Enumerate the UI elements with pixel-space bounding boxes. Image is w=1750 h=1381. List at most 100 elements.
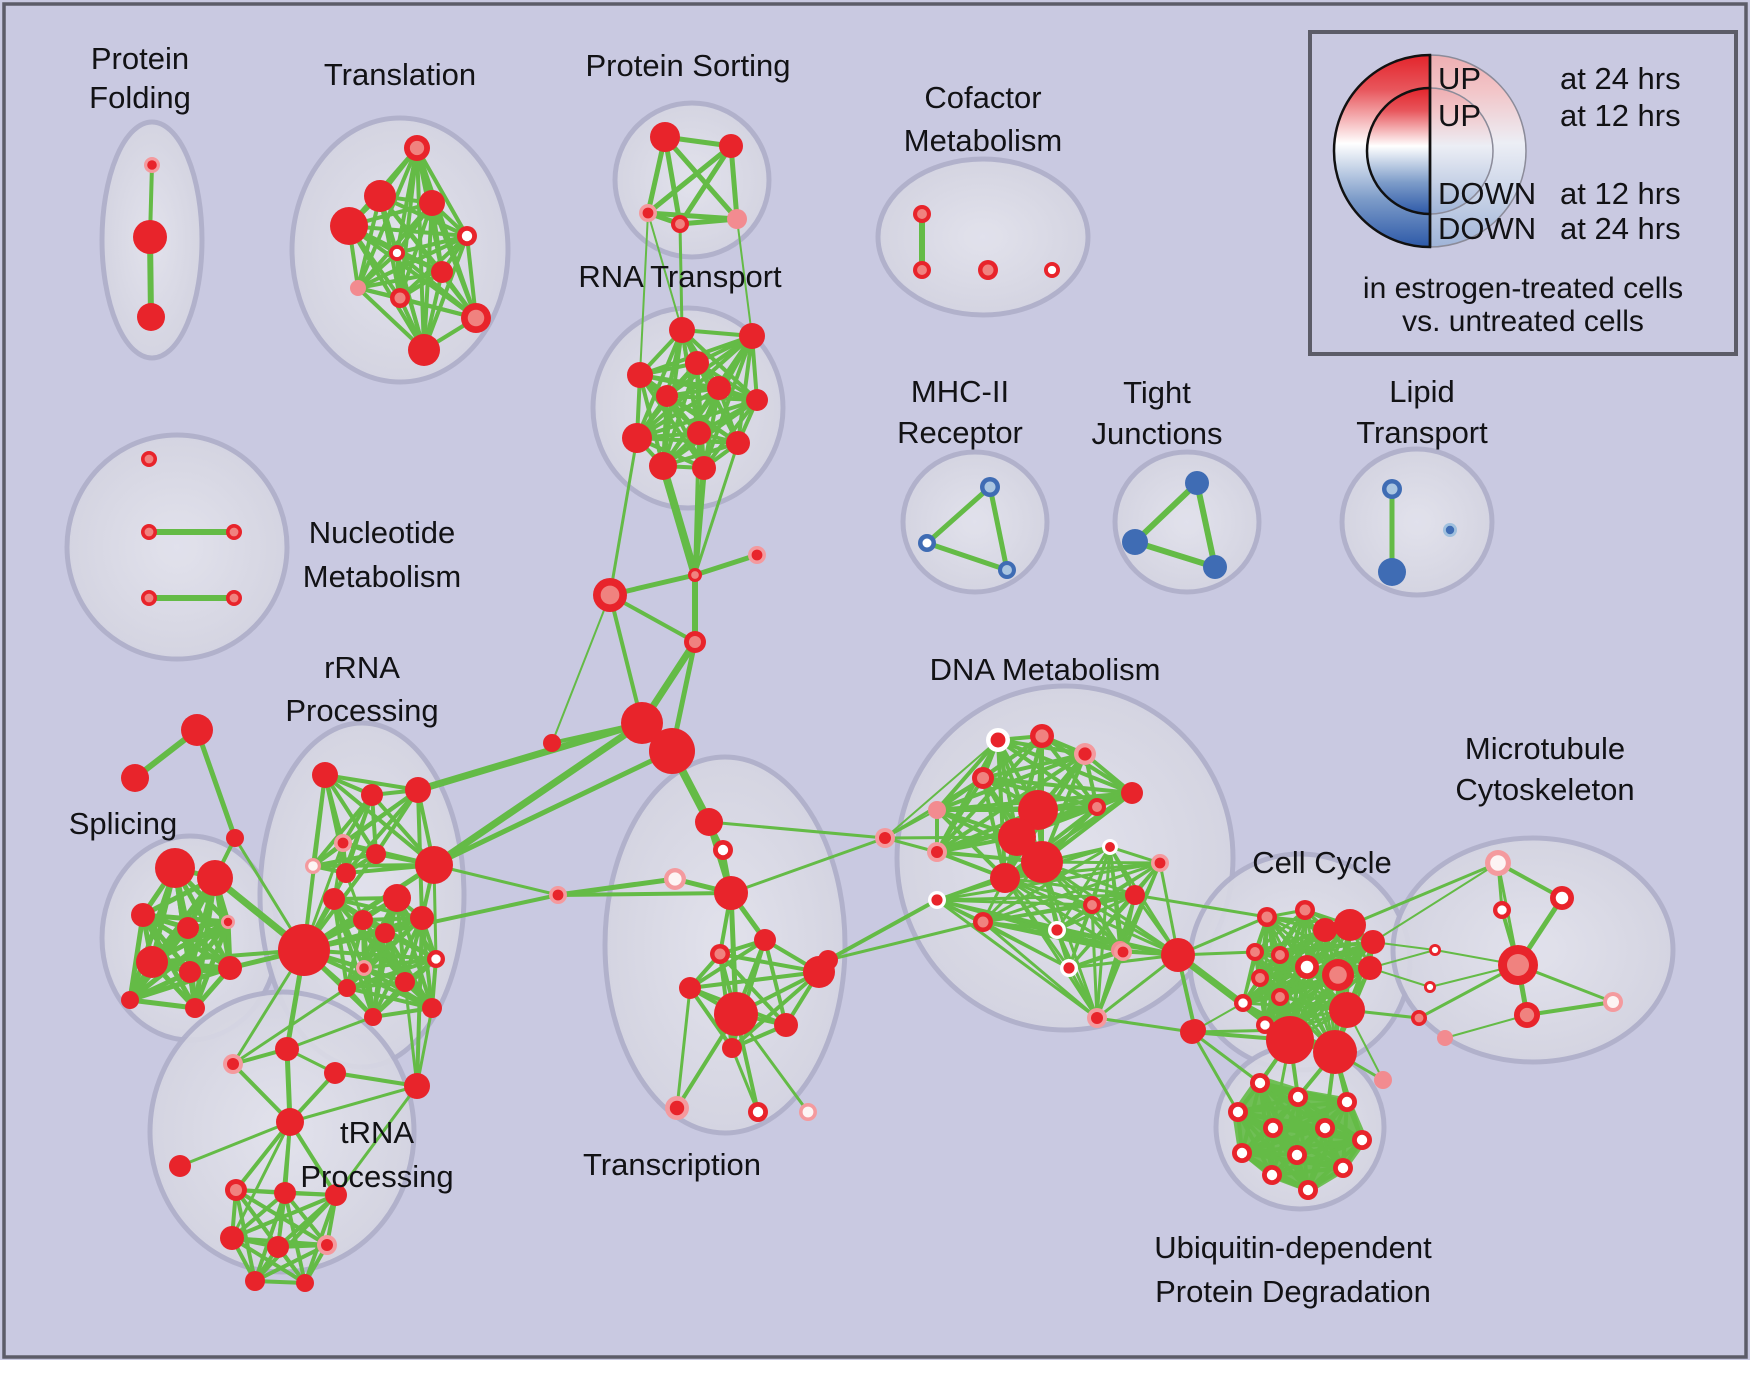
network-node xyxy=(973,912,993,932)
cluster-shape-transcription xyxy=(602,754,848,1136)
network-node xyxy=(334,834,352,852)
cluster-label-rrna-processing: Processing xyxy=(285,693,438,728)
network-node xyxy=(714,876,748,910)
network-node xyxy=(225,1179,247,1201)
network-edge xyxy=(323,773,420,792)
cluster-label-rna-transport: RNA Transport xyxy=(578,259,782,294)
network-node xyxy=(1018,790,1058,830)
network-edge xyxy=(675,986,692,1110)
network-node xyxy=(684,631,706,653)
network-node xyxy=(1125,885,1145,905)
network-node xyxy=(137,303,165,331)
network-edge xyxy=(639,212,649,376)
network-edge xyxy=(1067,903,1094,970)
network-edge xyxy=(403,980,419,1088)
network-node xyxy=(972,767,994,789)
network-node xyxy=(748,1102,768,1122)
network-node xyxy=(1352,1130,1372,1150)
network-edge xyxy=(981,920,1099,1020)
network-edge xyxy=(334,1084,419,1197)
network-edge xyxy=(826,920,985,962)
network-node xyxy=(695,808,723,836)
network-edge xyxy=(718,952,821,974)
network-node xyxy=(1114,943,1132,961)
network-node xyxy=(710,944,730,964)
network-node xyxy=(998,818,1036,856)
cluster-label-splicing: Splicing xyxy=(69,806,178,841)
network-node xyxy=(415,846,453,884)
network-edge xyxy=(638,373,706,470)
network-node xyxy=(685,351,709,375)
network-edge xyxy=(935,734,1044,854)
legend-inner-ring-pale xyxy=(1429,87,1494,215)
network-edge xyxy=(127,997,198,1011)
network-edge xyxy=(253,1191,287,1283)
network-node xyxy=(221,915,235,929)
network-edge xyxy=(693,431,701,577)
cluster-label-nucleotide-metabolism: Nucleotide xyxy=(309,515,455,550)
network-node xyxy=(383,884,411,912)
network-edge xyxy=(432,863,560,897)
network-edge xyxy=(736,218,753,337)
network-node xyxy=(1334,909,1366,941)
legend-direction-label: DOWN xyxy=(1438,176,1536,211)
network-edge xyxy=(1067,953,1180,970)
network-node xyxy=(1313,918,1337,942)
network-node xyxy=(1266,1016,1314,1064)
network-edge xyxy=(935,776,985,854)
network-node xyxy=(323,888,345,910)
legend-note-line: vs. untreated cells xyxy=(1402,305,1644,338)
network-edge xyxy=(688,970,821,990)
network-node xyxy=(990,863,1020,893)
network-node xyxy=(1361,930,1385,954)
network-node xyxy=(543,734,561,752)
legend-time-label: at 24 hrs xyxy=(1560,61,1681,96)
network-node xyxy=(275,1037,299,1061)
network-node xyxy=(131,903,155,927)
cluster-label-ubiquitin-degradation: Ubiquitin-dependent xyxy=(1154,1230,1432,1265)
network-edge xyxy=(665,394,759,402)
network-node xyxy=(707,376,731,400)
network-edge xyxy=(981,920,1071,970)
network-node xyxy=(1358,956,1382,980)
network-node xyxy=(389,245,405,261)
network-node xyxy=(1087,1008,1107,1028)
legend-time-label: at 12 hrs xyxy=(1560,176,1681,211)
network-node xyxy=(155,848,195,888)
network-node xyxy=(419,190,445,216)
network-node xyxy=(364,180,396,212)
network-edge xyxy=(693,441,740,577)
cluster-label-mhc-ii-receptor: MHC-II xyxy=(911,374,1009,409)
network-edge xyxy=(415,916,424,1088)
legend-direction-label: UP xyxy=(1438,61,1481,96)
network-node xyxy=(692,456,716,480)
network-node xyxy=(223,1054,243,1074)
network-node xyxy=(1074,743,1096,765)
network-node xyxy=(664,868,686,890)
network-node xyxy=(639,204,657,222)
network-node xyxy=(1185,471,1209,495)
network-node xyxy=(1044,262,1060,278)
network-node xyxy=(390,288,410,308)
network-edge xyxy=(1194,480,1218,570)
network-edge xyxy=(635,398,759,440)
network-edge xyxy=(194,727,238,841)
network-node xyxy=(1228,1102,1248,1122)
network-edge xyxy=(981,776,1134,795)
network-edge xyxy=(1090,861,1162,907)
network-edge xyxy=(677,143,734,227)
network-node xyxy=(356,960,372,976)
network-node xyxy=(1234,994,1252,1012)
network-edge xyxy=(1348,861,1500,927)
legend-inner-ring-vivid xyxy=(1365,86,1432,216)
network-edge xyxy=(935,845,1112,902)
network-node xyxy=(1378,558,1406,586)
network-node xyxy=(431,261,453,283)
network-edge xyxy=(288,1120,338,1197)
network-node xyxy=(197,860,233,896)
network-node xyxy=(739,323,765,349)
network-node xyxy=(325,1184,347,1206)
network-node xyxy=(1315,1118,1335,1138)
network-node xyxy=(1429,944,1441,956)
network-node xyxy=(276,1108,304,1136)
